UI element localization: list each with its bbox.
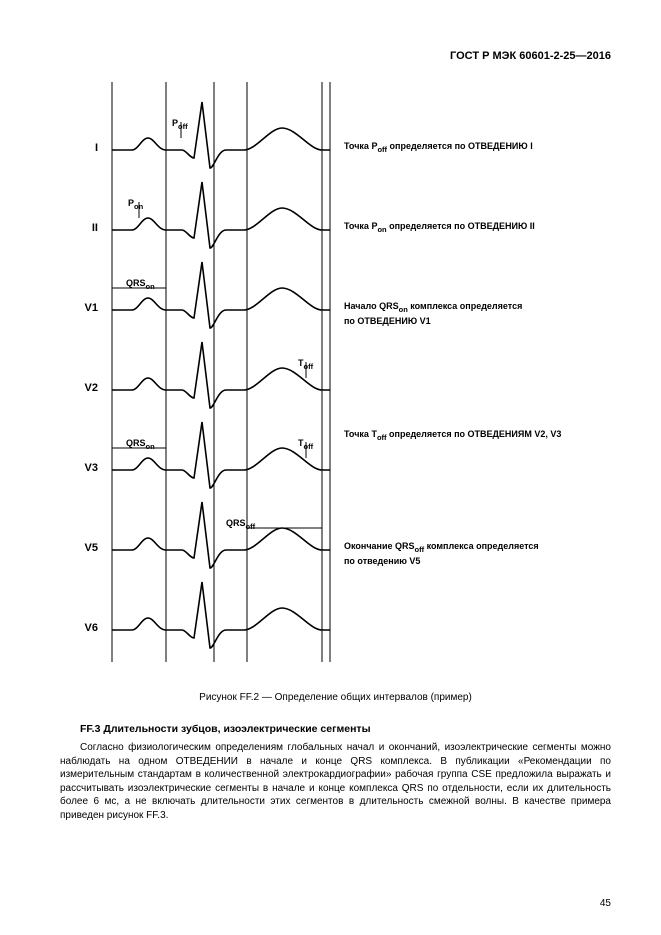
ecg-diagram: I Poff II Pon V1 QRSon V2 Toff V3 Toff QRSon V5 QRSo… [74, 82, 594, 672]
lead-label: V6 [74, 622, 98, 634]
annotation-label: QRSon [126, 278, 155, 291]
section-title: FF.3 Длительности зубцов, изоэлектрическ… [80, 723, 611, 735]
document-header: ГОСТ Р МЭК 60601-2-25—2016 [60, 50, 611, 62]
side-label: Точка Pon определяется по ОТВЕДЕНИЮ II [344, 220, 584, 235]
diagram-svg [74, 82, 594, 672]
lead-label: V3 [74, 462, 98, 474]
figure-caption: Рисунок FF.2 — Определение общих интерва… [60, 692, 611, 703]
lead-label: V2 [74, 382, 98, 394]
lead-label: II [74, 222, 98, 234]
annotation-label: Toff [298, 358, 313, 371]
annotation-label: Toff [298, 438, 313, 451]
lead-label: V5 [74, 542, 98, 554]
lead-label: V1 [74, 302, 98, 314]
side-label: Начало QRSon комплекса определяетсяпо ОТ… [344, 300, 584, 328]
annotation-label: QRSon [126, 438, 155, 451]
annotation-label: Poff [172, 118, 188, 131]
body-paragraph: Согласно физиологическим определениям гл… [60, 741, 611, 822]
lead-label: I [74, 142, 98, 154]
annotation-label: Pon [128, 198, 143, 211]
side-label: Окончание QRSoff комплекса определяетсяп… [344, 540, 584, 568]
side-label: Точка Poff определяется по ОТВЕДЕНИЮ I [344, 140, 584, 155]
page-number: 45 [600, 898, 611, 909]
annotation-label: QRSoff [226, 518, 255, 531]
side-label: Точка Toff определяется по ОТВЕДЕНИЯМ V2… [344, 428, 584, 443]
page: ГОСТ Р МЭК 60601-2-25—2016 I Poff II Pon V1 Q… [0, 0, 661, 935]
